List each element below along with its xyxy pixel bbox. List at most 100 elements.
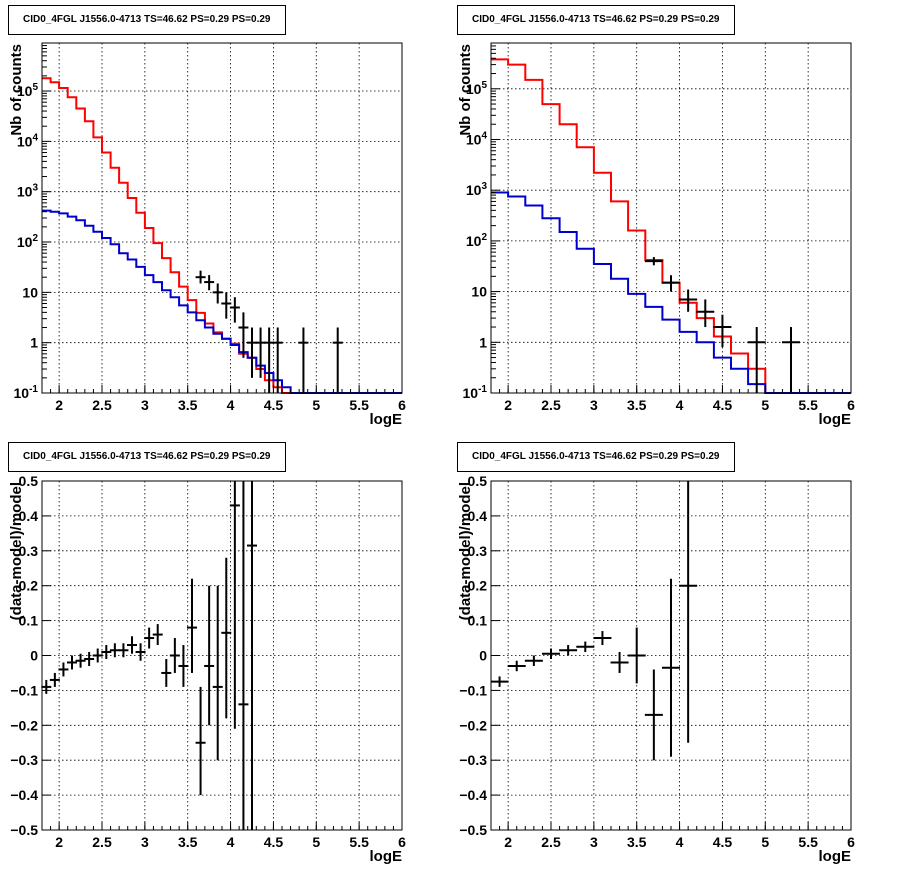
data-point <box>204 275 215 291</box>
tick-label: 103 <box>466 181 488 198</box>
tick-label: 0.1 <box>468 613 488 629</box>
tick-label: 3.5 <box>178 397 198 413</box>
data-point <box>559 645 578 656</box>
data-point <box>747 327 766 393</box>
tick-label: 0.5 <box>19 473 39 489</box>
tick-label: 2.5 <box>92 397 112 413</box>
tick-label: 2 <box>504 397 512 413</box>
tick-label: 0.1 <box>19 613 39 629</box>
data-point <box>101 645 112 659</box>
tick-label: 5 <box>761 397 769 413</box>
data-point <box>662 578 680 757</box>
x-axis-title: logE <box>370 848 403 865</box>
data-point <box>782 327 800 393</box>
data-point <box>135 643 146 661</box>
tick-label: 10 <box>22 284 38 300</box>
series-line-2 <box>491 191 851 394</box>
data-point <box>593 631 612 646</box>
tick-label: 10-1 <box>14 384 39 401</box>
tick-label: 6 <box>847 834 855 850</box>
tick-label: 105 <box>17 82 39 99</box>
data-point <box>610 652 629 673</box>
data-point <box>255 327 266 378</box>
data-point <box>41 679 52 694</box>
tick-label: 0.5 <box>468 473 488 489</box>
data-point <box>229 297 240 323</box>
tick-label: 0.2 <box>468 578 488 594</box>
tick-label: 104 <box>17 132 39 149</box>
tick-label: 5.5 <box>798 397 818 413</box>
data-point <box>627 627 646 684</box>
y-axis-title: (data-model)/model <box>8 482 25 620</box>
tick-label: 102 <box>17 233 39 250</box>
tick-label: 5 <box>312 397 320 413</box>
series-line-2 <box>42 209 402 394</box>
tick-label: 3 <box>141 834 149 850</box>
tick-label: 2.5 <box>92 834 112 850</box>
tick-label: 4.5 <box>713 397 733 413</box>
data-point <box>118 643 129 658</box>
tick-label: 105 <box>466 80 488 97</box>
data-point <box>75 653 86 668</box>
pad-title-box: CID0_4FGL J1556.0-4713 TS=46.62 PS=0.29 … <box>457 442 735 472</box>
chart-panel-4: 2 2.5 3 3.5 4 4.5 5 5.5 6 −0.5 −0.4 −0.3 −0.2 −0.1 0 0.… <box>457 473 855 865</box>
data-point <box>144 627 155 649</box>
chart-panel-1: 2 2.5 3 3.5 4 4.5 5 5.5 6 10-1 1 10 102 103 104 105 logE… <box>8 42 406 428</box>
tick-label: 103 <box>17 183 39 200</box>
tick-label: 2.5 <box>541 397 561 413</box>
tick-label: 102 <box>466 232 488 249</box>
data-point <box>229 481 240 729</box>
data-point <box>204 585 215 726</box>
tick-label: 10 <box>471 284 487 300</box>
data-point <box>679 289 698 312</box>
data-point <box>662 275 680 292</box>
data-point <box>178 645 189 687</box>
tick-label: 0.4 <box>19 508 39 524</box>
data-point <box>109 643 120 658</box>
data-point <box>84 652 95 666</box>
tick-label: −0.1 <box>10 682 38 698</box>
data-point <box>490 676 509 687</box>
data-point <box>576 641 595 653</box>
pad-title-box: CID0_4FGL J1556.0-4713 TS=46.62 PS=0.29 … <box>8 442 286 472</box>
data-point <box>524 655 543 666</box>
tick-label: 0 <box>479 648 487 664</box>
tick-label: −0.4 <box>10 787 38 803</box>
chart-panel-3: 2 2.5 3 3.5 4 4.5 5 5.5 6 −0.5 −0.4 −0.3 −0.2 −0.1 0 0.… <box>8 473 406 865</box>
tick-label: 1 <box>479 334 487 350</box>
pad-title-box: CID0_4FGL J1556.0-4713 TS=46.62 PS=0.29 … <box>8 5 286 35</box>
data-point <box>152 624 163 646</box>
tick-label: 4 <box>227 397 235 413</box>
data-point <box>264 327 275 393</box>
tick-label: 5.5 <box>349 834 369 850</box>
data-point <box>161 658 172 687</box>
data-point <box>187 578 197 673</box>
x-axis-title: logE <box>819 848 852 865</box>
tick-label: 4.5 <box>713 834 733 850</box>
data-point <box>644 669 663 761</box>
data-point <box>212 585 223 761</box>
tick-label: 3 <box>590 397 598 413</box>
data-point <box>713 314 732 348</box>
tick-label: 5.5 <box>349 397 369 413</box>
data-point <box>644 257 663 266</box>
tick-label: 4 <box>676 397 684 413</box>
data-point <box>272 327 283 393</box>
tick-label: 4.5 <box>264 397 284 413</box>
data-point <box>169 638 180 673</box>
tick-label: 5 <box>312 834 320 850</box>
tick-label: 2.5 <box>541 834 561 850</box>
data-point <box>238 312 249 358</box>
y-axis-title: Nb of counts <box>8 44 25 136</box>
tick-label: 10-1 <box>463 384 488 401</box>
tick-label: −0.3 <box>10 752 38 768</box>
y-axis-title: Nb of counts <box>457 44 474 136</box>
tick-label: 5.5 <box>798 834 818 850</box>
data-point <box>679 481 698 743</box>
y-axis-title: (data-model)/model <box>457 482 474 620</box>
data-point <box>212 283 223 304</box>
data-point <box>49 672 60 687</box>
data-point <box>221 557 232 719</box>
tick-label: 3 <box>141 397 149 413</box>
tick-label: −0.3 <box>459 752 487 768</box>
